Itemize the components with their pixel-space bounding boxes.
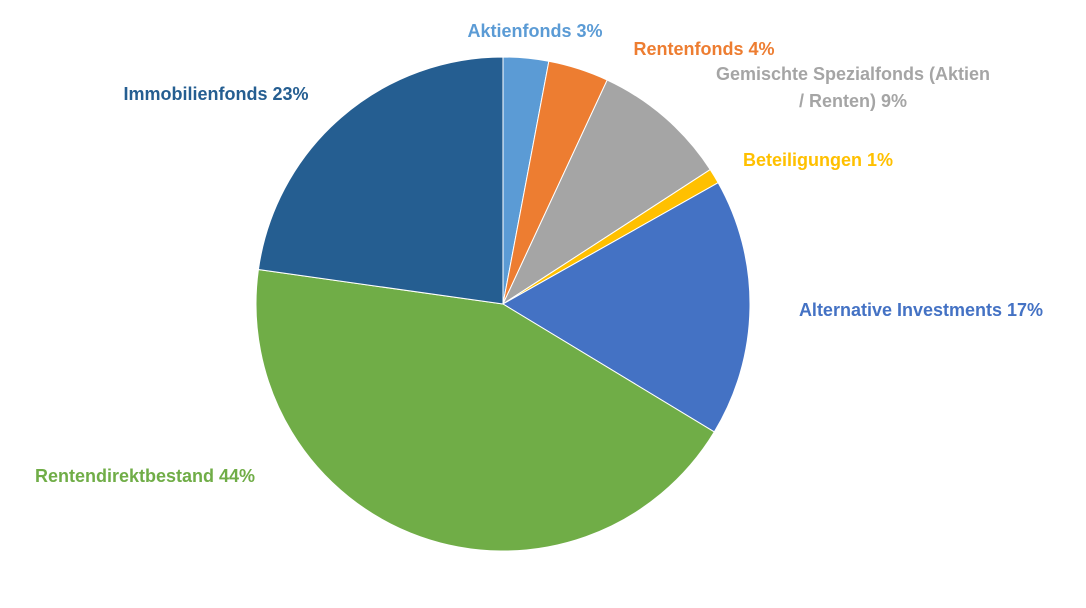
data-label-line: Beteiligungen 1% [743,150,893,170]
data-label-line: Rentenfonds 4% [633,39,774,59]
data-label-rentendirektbestand: Rentendirektbestand 44% [35,466,255,486]
data-label-line: Rentendirektbestand 44% [35,466,255,486]
data-label-line: Immobilienfonds 23% [123,84,308,104]
data-label-line: Aktienfonds 3% [467,21,602,41]
pie-slice-rentendirektbestand [255,268,715,552]
data-label-line: Alternative Investments 17% [799,300,1043,320]
data-label-rentenfonds: Rentenfonds 4% [633,39,774,59]
pie-slice-gemischte-spezialfonds-aktien-renten [501,79,711,306]
pie-data-labels: Aktienfonds 3% Rentenfonds 4% Gemischte Sp… [35,21,1043,486]
pie-slice-alternative-investments [502,182,751,433]
data-label-aktienfonds: Aktienfonds 3% [467,21,602,41]
pie-slice-immobilienfonds [257,56,504,305]
data-label-line: Gemischte Spezialfonds (Aktien [716,64,990,84]
data-label-gemischte-spezialfonds-aktien-renten: Gemischte Spezialfonds (Aktien / Renten) … [716,64,990,111]
data-label-immobilienfonds: Immobilienfonds 23% [123,84,308,104]
data-label-beteiligungen: Beteiligungen 1% [743,150,893,170]
pie-slices [255,56,751,552]
data-label-alternative-investments: Alternative Investments 17% [799,300,1043,320]
data-label-line: / Renten) 9% [799,91,907,111]
